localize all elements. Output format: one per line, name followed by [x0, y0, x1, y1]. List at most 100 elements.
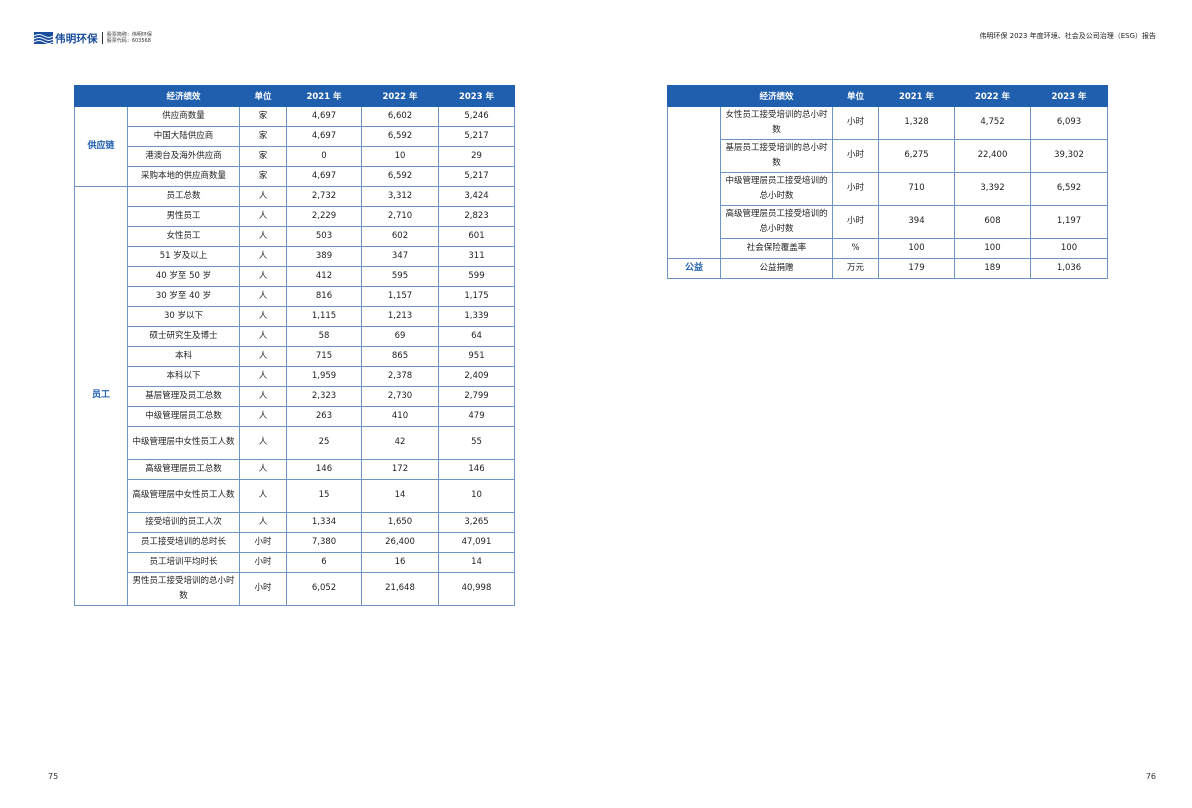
- unit-cell: 家: [239, 166, 287, 187]
- table-row: 40 岁至 50 岁人 412 595 599: [75, 266, 515, 287]
- item-cell: 基层管理及员工总数: [127, 386, 240, 407]
- value-cell-2023: 5,246: [438, 106, 515, 127]
- value-cell-2021: 15: [286, 479, 362, 513]
- category-cell: 公益: [667, 258, 721, 279]
- item-cell: 30 岁至 40 岁: [127, 286, 240, 307]
- header-unit: 单位: [832, 85, 879, 107]
- value-cell-2021: 389: [286, 246, 362, 267]
- value-cell-2022: 6,592: [361, 166, 439, 187]
- value-cell-2022: 3,312: [361, 186, 439, 207]
- value-cell-2021: 7,380: [286, 532, 362, 553]
- value-cell-2022: 69: [361, 326, 439, 347]
- item-cell: 女性员工: [127, 226, 240, 247]
- stock-code: 股票代码：603568: [106, 38, 151, 44]
- table-header-row: 经济绩效 单位 2021 年 2022 年 2023 年: [74, 85, 515, 107]
- unit-cell: 人: [239, 459, 287, 480]
- item-cell: 中国大陆供应商: [127, 126, 240, 147]
- item-cell: 员工培训平均时长: [127, 552, 240, 573]
- table-row: 51 岁及以上人 389 347 311: [75, 246, 515, 267]
- table-row: 中国大陆供应商家 4,697 6,592 5,217: [75, 126, 515, 147]
- value-cell-2023: 6,093: [1030, 106, 1108, 140]
- unit-cell: 小时: [239, 532, 287, 553]
- value-cell-2023: 10: [438, 479, 515, 513]
- category-cell: 供应链: [74, 106, 128, 187]
- table-row: 30 岁以下人 1,115 1,213 1,339: [75, 306, 515, 327]
- value-cell-2023: 1,036: [1030, 258, 1108, 279]
- value-cell-2021: 1,328: [878, 106, 955, 140]
- value-cell-2022: 26,400: [361, 532, 439, 553]
- value-cell-2023: 40,998: [438, 572, 515, 606]
- report-title: 伟明环保 2023 年度环境、社会及公司治理（ESG）报告: [979, 32, 1156, 40]
- value-cell-2021: 715: [286, 346, 362, 367]
- value-cell-2021: 412: [286, 266, 362, 287]
- logo-divider: [101, 32, 103, 44]
- table-row: 社会保险覆盖率% 100 100 100: [668, 238, 1108, 259]
- unit-cell: 小时: [832, 205, 879, 239]
- header-category-spacer: [667, 85, 721, 107]
- value-cell-2021: 146: [286, 459, 362, 480]
- table-row: 本科以下人 1,959 2,378 2,409: [75, 366, 515, 387]
- value-cell-2022: 100: [954, 238, 1031, 259]
- category-cell: [667, 106, 721, 259]
- value-cell-2023: 29: [438, 146, 515, 167]
- table-row: 中级管理层员工总数人 263 410 479: [75, 406, 515, 427]
- value-cell-2021: 1,959: [286, 366, 362, 387]
- table-row: 基层管理及员工总数人 2,323 2,730 2,799: [75, 386, 515, 407]
- table-row: 女性员工接受培训的总小时数 小时 1,328 4,752 6,093: [667, 106, 1108, 259]
- unit-cell: %: [832, 238, 879, 259]
- value-cell-2021: 179: [878, 258, 955, 279]
- unit-cell: 小时: [239, 572, 287, 606]
- table-row: 员工 员工总数人 2,732 3,312 3,424: [74, 186, 515, 606]
- table-row: 男性员工接受培训的总小时数 小时 6,052 21,648 40,998: [75, 572, 515, 606]
- value-cell-2023: 601: [438, 226, 515, 247]
- unit-cell: 人: [239, 226, 287, 247]
- table-row: 高级管理层中女性员工人数人 15 14 10: [75, 479, 515, 513]
- value-cell-2021: 6,052: [286, 572, 362, 606]
- category-cell: 员工: [74, 186, 128, 606]
- item-cell: 硕士研究生及博士: [127, 326, 240, 347]
- value-cell-2021: 25: [286, 426, 362, 460]
- value-cell-2021: 2,229: [286, 206, 362, 227]
- item-cell: 本科以下: [127, 366, 240, 387]
- value-cell-2022: 1,157: [361, 286, 439, 307]
- value-cell-2022: 865: [361, 346, 439, 367]
- item-cell: 接受培训的员工人次: [127, 512, 240, 533]
- item-cell: 51 岁及以上: [127, 246, 240, 267]
- value-cell-2022: 42: [361, 426, 439, 460]
- item-cell: 高级管理层员工总数: [127, 459, 240, 480]
- item-cell: 员工接受培训的总时长: [127, 532, 240, 553]
- value-cell-2021: 263: [286, 406, 362, 427]
- unit-cell: 人: [239, 266, 287, 287]
- value-cell-2022: 22,400: [954, 139, 1031, 173]
- economic-performance-table-left: 经济绩效 单位 2021 年 2022 年 2023 年 供应链 供应商数量家 4,…: [74, 85, 515, 606]
- value-cell-2022: 3,392: [954, 172, 1031, 206]
- header-2023: 2023 年: [438, 85, 515, 107]
- header-2021: 2021 年: [286, 85, 362, 107]
- item-cell: 供应商数量: [127, 106, 240, 127]
- value-cell-2022: 21,648: [361, 572, 439, 606]
- table-row: 接受培训的员工人次人 1,334 1,650 3,265: [75, 512, 515, 533]
- unit-cell: 人: [239, 346, 287, 367]
- table-row: 高级管理层员工接受培训的总小时数 小时 394 608 1,197: [668, 205, 1108, 239]
- table-row: 基层员工接受培训的总小时数 小时 6,275 22,400 39,302: [668, 139, 1108, 173]
- value-cell-2023: 951: [438, 346, 515, 367]
- unit-cell: 小时: [832, 139, 879, 173]
- value-cell-2021: 100: [878, 238, 955, 259]
- value-cell-2023: 3,424: [438, 186, 515, 207]
- value-cell-2022: 172: [361, 459, 439, 480]
- unit-cell: 人: [239, 479, 287, 513]
- value-cell-2023: 5,217: [438, 126, 515, 147]
- value-cell-2021: 58: [286, 326, 362, 347]
- table-row: 供应链 供应商数量家 4,697 6,602 5,246: [74, 106, 515, 187]
- value-cell-2023: 64: [438, 326, 515, 347]
- value-cell-2023: 2,409: [438, 366, 515, 387]
- value-cell-2023: 1,175: [438, 286, 515, 307]
- value-cell-2023: 6,592: [1030, 172, 1108, 206]
- value-cell-2023: 3,265: [438, 512, 515, 533]
- value-cell-2021: 394: [878, 205, 955, 239]
- value-cell-2022: 2,730: [361, 386, 439, 407]
- header-2021: 2021 年: [878, 85, 955, 107]
- logo-name: 伟明环保: [55, 32, 98, 45]
- unit-cell: 人: [239, 512, 287, 533]
- value-cell-2021: 1,115: [286, 306, 362, 327]
